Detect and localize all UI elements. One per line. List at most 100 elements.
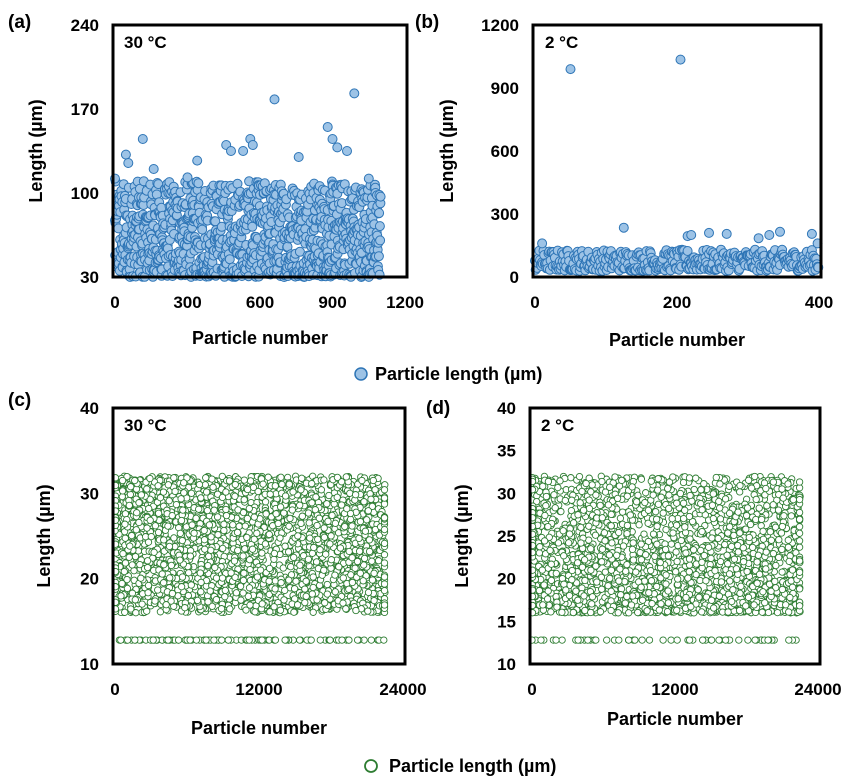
- data-points: [530, 54, 824, 276]
- data-point: [202, 488, 211, 496]
- data-point: [162, 601, 170, 609]
- data-point: [210, 636, 218, 644]
- data-point: [137, 134, 148, 144]
- data-point: [229, 521, 237, 529]
- data-point: [327, 134, 338, 144]
- data-point: [217, 605, 226, 613]
- data-point: [121, 608, 129, 616]
- data-point: [302, 592, 310, 600]
- data-point: [137, 574, 145, 582]
- data-point: [285, 522, 293, 530]
- data-point: [219, 544, 227, 553]
- data-point: [202, 636, 210, 644]
- data-point: [302, 577, 310, 585]
- data-point: [235, 522, 243, 530]
- data-point: [289, 488, 297, 496]
- y-tick-label: 30: [80, 268, 99, 287]
- data-point: [240, 476, 248, 484]
- data-point: [131, 596, 139, 604]
- data-point: [226, 605, 234, 613]
- data-point: [258, 549, 266, 557]
- data-point: [234, 546, 242, 555]
- data-point: [224, 254, 235, 265]
- x-tick-label: 12000: [235, 680, 282, 699]
- data-point: [238, 146, 249, 156]
- data-point: [251, 608, 259, 616]
- data-point: [342, 473, 350, 481]
- data-point: [154, 586, 162, 594]
- data-point: [218, 636, 226, 644]
- data-point: [356, 569, 364, 577]
- data-point: [147, 532, 155, 541]
- data-point: [290, 608, 298, 616]
- data-point: [158, 570, 166, 578]
- data-point: [119, 550, 127, 558]
- y-tick-label: 240: [71, 16, 99, 35]
- data-point: [317, 486, 326, 494]
- y-tick-label: 10: [80, 655, 99, 674]
- data-point: [258, 636, 266, 644]
- data-point: [132, 526, 140, 534]
- data-point: [301, 598, 309, 607]
- data-point: [271, 585, 279, 593]
- data-point: [616, 514, 625, 522]
- data-point: [287, 563, 295, 571]
- data-point: [297, 486, 305, 494]
- x-axis-label: Particle number: [191, 718, 327, 738]
- data-point: [204, 561, 212, 570]
- data-point: [177, 516, 186, 525]
- data-point: [320, 566, 328, 574]
- data-point: [281, 542, 289, 550]
- data-point: [185, 569, 193, 577]
- data-point: [143, 557, 152, 565]
- data-point: [179, 506, 187, 514]
- data-point: [368, 557, 376, 565]
- data-point: [192, 155, 203, 166]
- data-point: [132, 609, 140, 617]
- data-point: [144, 581, 153, 590]
- data-point: [207, 546, 215, 554]
- data-point: [364, 588, 373, 597]
- data-point: [284, 548, 293, 556]
- data-point: [270, 549, 279, 558]
- data-point: [353, 636, 362, 644]
- data-point: [143, 524, 151, 532]
- data-point: [327, 532, 335, 540]
- data-point: [245, 584, 254, 592]
- data-point: [274, 519, 282, 528]
- data-point: [380, 573, 389, 581]
- data-point: [259, 480, 267, 488]
- data-point: [195, 505, 203, 513]
- data-point: [204, 598, 212, 606]
- data-point: [190, 529, 198, 537]
- data-point: [375, 235, 386, 246]
- data-point: [281, 586, 289, 595]
- data-point: [231, 492, 239, 500]
- data-point: [335, 563, 343, 571]
- data-point: [380, 559, 389, 567]
- data-point: [338, 636, 346, 644]
- data-point: [170, 474, 178, 482]
- data-point: [360, 498, 368, 506]
- data-point: [308, 549, 317, 557]
- data-point: [320, 476, 328, 484]
- data-point: [168, 589, 177, 598]
- data-point: [618, 222, 629, 233]
- data-point: [127, 483, 135, 491]
- data-point: [240, 569, 248, 577]
- data-point: [359, 577, 367, 585]
- data-point: [328, 511, 336, 520]
- data-point: [128, 531, 136, 540]
- data-point: [135, 518, 143, 527]
- data-point: [380, 601, 389, 609]
- data-point: [117, 592, 125, 600]
- data-point: [180, 479, 188, 487]
- data-point: [314, 535, 322, 543]
- data-point: [243, 514, 252, 523]
- data-point: [221, 586, 229, 595]
- data-point: [174, 636, 183, 644]
- data-point: [172, 500, 181, 509]
- data-point: [128, 589, 137, 597]
- data-point: [271, 482, 279, 490]
- data-point: [246, 565, 254, 574]
